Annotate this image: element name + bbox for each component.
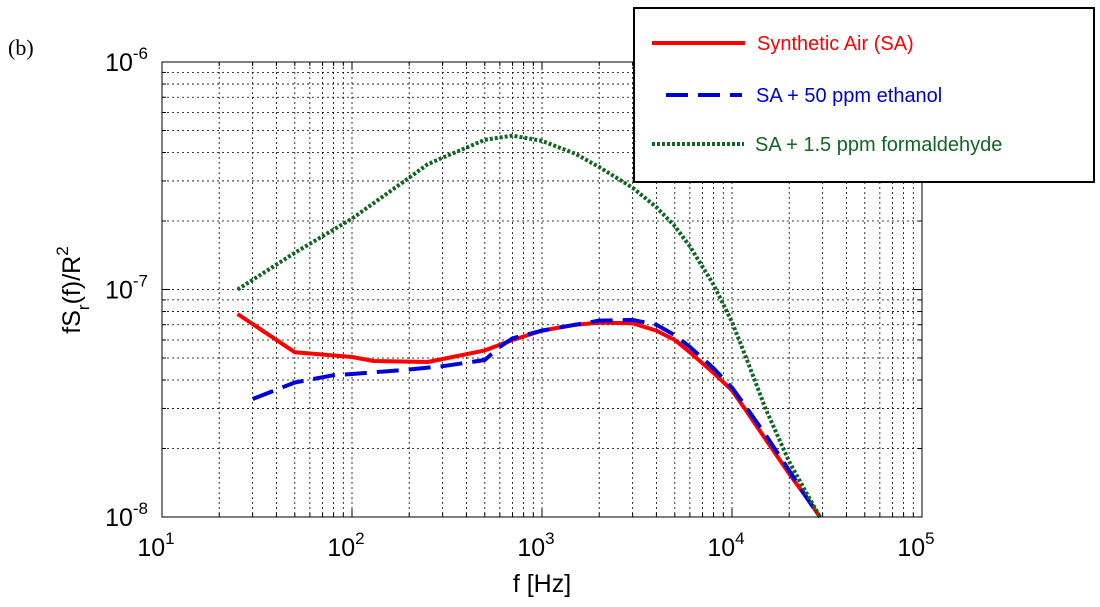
y-tick-label: 10-7 bbox=[105, 272, 148, 305]
y-tick-labels: 10-8 10-7 10-6 bbox=[105, 44, 148, 532]
legend-label-1: Synthetic Air (SA) bbox=[757, 33, 914, 55]
series-lines bbox=[236, 133, 822, 519]
x-tick-label: 103 bbox=[517, 529, 554, 562]
legend-box bbox=[633, 7, 1095, 183]
x-tick-label: 104 bbox=[707, 529, 744, 562]
x-tick-label: 105 bbox=[897, 529, 934, 562]
legend: Synthetic Air (SA) SA + 50 ppm ethanol SA … bbox=[633, 7, 1095, 183]
series-line-1 bbox=[236, 312, 822, 519]
series-line-2 bbox=[251, 317, 822, 519]
legend-label-2: SA + 50 ppm ethanol bbox=[756, 85, 942, 107]
x-tick-label: 102 bbox=[327, 529, 364, 562]
y-axis-label: fSr(f)/R2 bbox=[53, 246, 93, 333]
series-line-3 bbox=[236, 133, 822, 518]
y-label-base: fS bbox=[58, 310, 86, 334]
x-tick-label: 101 bbox=[137, 529, 174, 562]
x-tick-labels: 101 102 103 104 105 bbox=[137, 529, 934, 562]
legend-label-3: SA + 1.5 ppm formaldehyde bbox=[755, 134, 1002, 156]
y-tick-label: 10-8 bbox=[105, 499, 148, 532]
y-label-subscript: r bbox=[74, 304, 93, 310]
panel-label: (b) bbox=[8, 35, 34, 60]
y-tick-label: 10-6 bbox=[105, 44, 148, 77]
y-label-superscript: 2 bbox=[53, 246, 72, 255]
y-label-middle: (f)/R bbox=[58, 256, 86, 305]
x-axis-label: f [Hz] bbox=[513, 570, 571, 598]
